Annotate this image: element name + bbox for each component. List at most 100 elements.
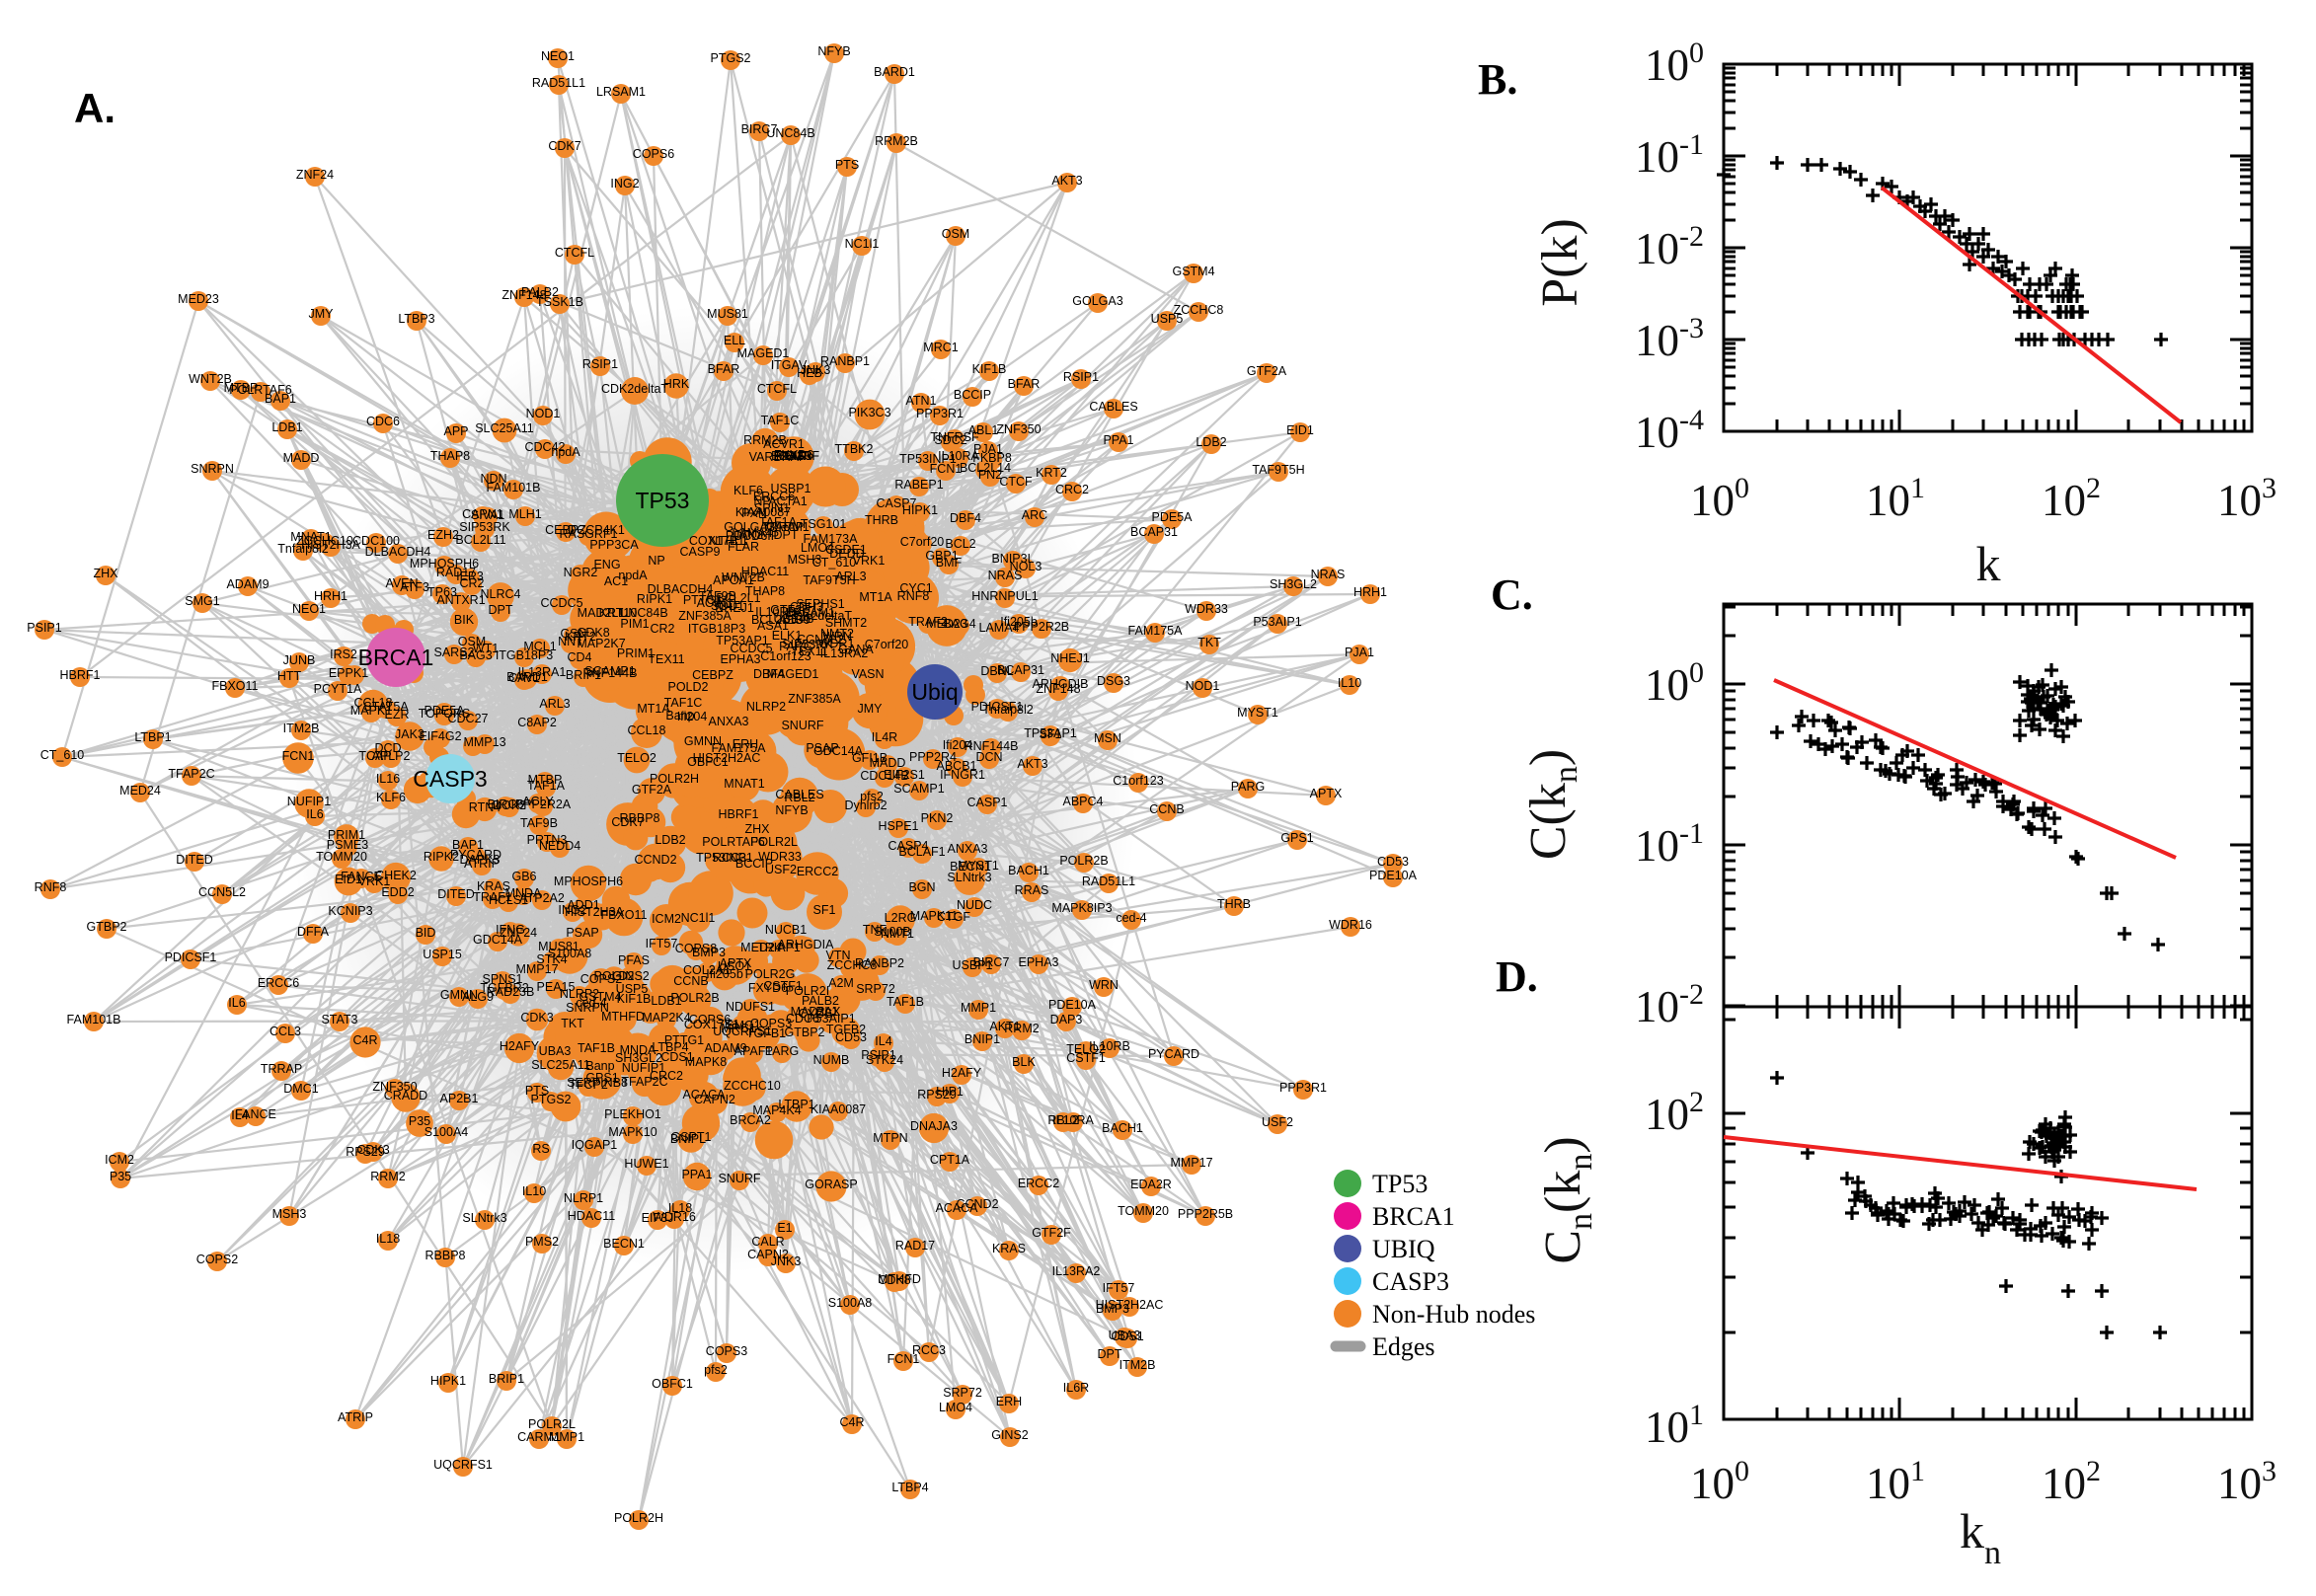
svg-text:k: k — [1976, 536, 2001, 591]
svg-text:EID1: EID1 — [1286, 423, 1314, 437]
svg-text:TNF: TNF — [863, 923, 888, 937]
svg-text:Dynlrb2: Dynlrb2 — [844, 798, 887, 812]
svg-text:APTX: APTX — [1310, 787, 1343, 800]
svg-text:E1: E1 — [777, 1221, 792, 1235]
svg-text:PDE10A: PDE10A — [1369, 869, 1418, 882]
svg-text:TOMM20: TOMM20 — [316, 850, 367, 864]
svg-text:SHMT2: SHMT2 — [825, 616, 867, 630]
svg-text:JAK3: JAK3 — [395, 727, 425, 741]
svg-text:ZNF350: ZNF350 — [996, 422, 1041, 436]
svg-text:RRM2B: RRM2B — [875, 134, 918, 148]
svg-text:GPS1: GPS1 — [1280, 831, 1313, 845]
svg-text:ARHGDIA: ARHGDIA — [778, 938, 835, 951]
svg-text:PDIA3: PDIA3 — [776, 449, 811, 463]
svg-text:RCC3: RCC3 — [713, 851, 746, 865]
svg-text:ACACA: ACACA — [935, 1201, 978, 1215]
svg-text:P53AIP1: P53AIP1 — [1253, 615, 1301, 629]
svg-text:BMP3: BMP3 — [1096, 1302, 1129, 1316]
svg-text:BRIP1: BRIP1 — [489, 1372, 524, 1386]
svg-text:PXN: PXN — [741, 506, 767, 520]
svg-text:MNAT1: MNAT1 — [724, 777, 764, 791]
svg-text:L2RG: L2RG — [885, 911, 917, 925]
svg-text:Non-Hub nodes: Non-Hub nodes — [1372, 1300, 1535, 1329]
svg-text:C7orf20: C7orf20 — [900, 535, 945, 549]
svg-text:USBP1: USBP1 — [953, 958, 993, 972]
svg-text:MLH1: MLH1 — [508, 507, 541, 521]
svg-text:ZHX: ZHX — [94, 567, 119, 580]
svg-text:DSG3: DSG3 — [1097, 674, 1130, 688]
svg-text:ITM2B: ITM2B — [1119, 1358, 1156, 1372]
svg-text:TCAP: TCAP — [358, 749, 391, 763]
svg-text:Tnfaip8l2: Tnfaip8l2 — [277, 542, 328, 556]
svg-text:SF1: SF1 — [813, 903, 836, 917]
svg-text:CTGF: CTGF — [937, 910, 970, 924]
svg-text:CPT1A: CPT1A — [930, 1153, 970, 1167]
svg-text:CR2: CR2 — [650, 622, 674, 636]
svg-text:IL6R: IL6R — [1063, 1381, 1089, 1395]
svg-text:H2AFY: H2AFY — [942, 1066, 982, 1080]
svg-text:HIPK1: HIPK1 — [430, 1374, 466, 1388]
svg-text:NRAS: NRAS — [1311, 568, 1346, 581]
svg-text:USP15: USP15 — [423, 948, 462, 961]
svg-text:H2AFY: H2AFY — [500, 1039, 540, 1053]
svg-text:ACTA1: ACTA1 — [768, 494, 807, 508]
svg-text:BACH1: BACH1 — [1102, 1121, 1143, 1135]
svg-text:CDK3: CDK3 — [520, 1011, 553, 1025]
svg-text:VRK1: VRK1 — [358, 874, 391, 888]
svg-text:EIF4G2: EIF4G2 — [419, 729, 461, 743]
svg-text:TAF1C: TAF1C — [664, 696, 703, 710]
svg-text:LDB2: LDB2 — [655, 833, 685, 847]
svg-text:LDB1: LDB1 — [651, 994, 681, 1008]
svg-text:CASP3: CASP3 — [1372, 1267, 1449, 1296]
svg-text:MAPK8: MAPK8 — [685, 1055, 727, 1069]
svg-text:HIP1: HIP1 — [936, 1085, 964, 1099]
svg-text:CASP1: CASP1 — [967, 796, 1008, 809]
svg-text:ERCC6: ERCC6 — [258, 976, 299, 990]
svg-text:FAM173A: FAM173A — [804, 532, 859, 546]
svg-text:GTF2A: GTF2A — [1247, 364, 1287, 378]
svg-text:WRN: WRN — [1089, 978, 1119, 992]
svg-text:TFCP2: TFCP2 — [569, 1078, 608, 1092]
svg-text:FXYD6: FXYD6 — [748, 981, 788, 995]
svg-text:UBIQ: UBIQ — [1372, 1235, 1435, 1263]
svg-text:IL10RB: IL10RB — [1089, 1039, 1130, 1053]
svg-text:ZHX: ZHX — [745, 822, 771, 836]
svg-text:MUS81: MUS81 — [538, 940, 579, 953]
svg-text:SCAMP1: SCAMP1 — [893, 782, 944, 796]
svg-text:DAP3: DAP3 — [1050, 1013, 1083, 1026]
svg-text:KLF6: KLF6 — [376, 791, 406, 804]
svg-text:MADD: MADD — [283, 451, 320, 465]
svg-text:IL16: IL16 — [376, 772, 400, 786]
svg-text:CAPN2: CAPN2 — [694, 1093, 735, 1106]
svg-text:ITGAV: ITGAV — [771, 358, 808, 372]
svg-text:SF1: SF1 — [1040, 727, 1062, 741]
svg-text:KRT2: KRT2 — [1036, 466, 1067, 480]
svg-text:ACIN1: ACIN1 — [697, 596, 733, 610]
svg-text:NEO1: NEO1 — [292, 602, 326, 616]
svg-text:CCND2: CCND2 — [634, 853, 676, 867]
svg-text:DNAJA3: DNAJA3 — [910, 1119, 958, 1133]
svg-text:DITED: DITED — [437, 887, 475, 901]
svg-text:GMNN: GMNN — [440, 988, 478, 1002]
svg-text:NLRP2: NLRP2 — [560, 987, 599, 1001]
svg-text:FCN1: FCN1 — [282, 749, 315, 763]
svg-text:COPS3: COPS3 — [706, 1344, 747, 1358]
svg-text:DAPK3: DAPK3 — [460, 853, 501, 867]
svg-text:ARHGDIB: ARHGDIB — [1033, 677, 1089, 691]
svg-text:GTBP2: GTBP2 — [87, 920, 127, 934]
svg-text:FAM175A: FAM175A — [1128, 624, 1184, 638]
svg-text:IL4R: IL4R — [872, 730, 897, 744]
svg-text:CYC1: CYC1 — [899, 581, 932, 595]
svg-text:ABL1: ABL1 — [968, 423, 999, 437]
svg-text:NNT: NNT — [558, 635, 583, 648]
svg-text:COL2A1: COL2A1 — [683, 963, 731, 977]
svg-text:CDS1: CDS1 — [1111, 1330, 1143, 1343]
svg-text:UNC84B: UNC84B — [766, 126, 814, 140]
svg-text:MT1A: MT1A — [859, 590, 892, 604]
svg-text:AKT3: AKT3 — [1051, 174, 1082, 188]
svg-text:FAM175A: FAM175A — [712, 741, 767, 755]
svg-text:MAPK10: MAPK10 — [608, 1125, 656, 1139]
svg-text:ATF3: ATF3 — [400, 580, 429, 594]
svg-text:SLNtrk3: SLNtrk3 — [462, 1211, 506, 1225]
svg-text:BLK: BLK — [1012, 1055, 1036, 1069]
